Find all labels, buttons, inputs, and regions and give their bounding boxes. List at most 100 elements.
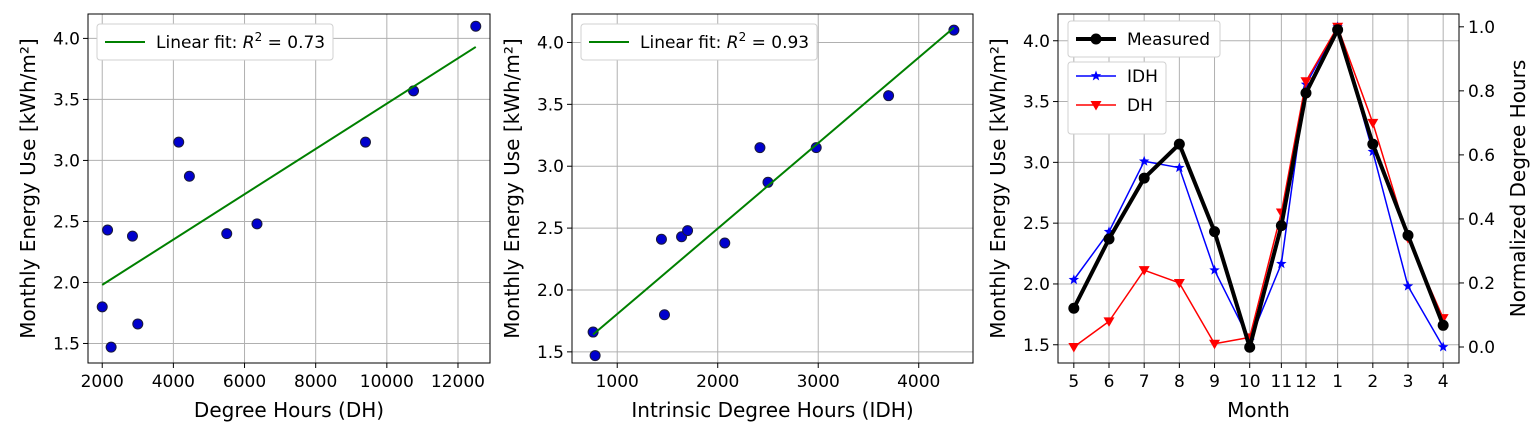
legend-label-idh: IDH <box>1127 67 1158 87</box>
scatter-point <box>810 142 822 154</box>
dh-marker <box>1103 317 1115 327</box>
x-tick-label: 4 <box>1438 372 1449 392</box>
scatter-point <box>682 225 694 237</box>
legend-marker-dh <box>1090 101 1102 111</box>
scatter-point <box>587 326 599 338</box>
x-tick-label: 4000 <box>897 372 940 392</box>
legend-label: Linear fit: R2 = 0.93 <box>640 30 809 53</box>
scatter-point <box>655 233 667 245</box>
x-axis-label: Degree Hours (DH) <box>194 398 384 422</box>
scatter-point <box>183 170 195 182</box>
legend-label-main: Linear fit: <box>156 33 243 53</box>
y-tick-label: 2.0 <box>53 273 80 293</box>
x-tick-label: 11 <box>1271 372 1293 392</box>
x-tick-label: 10 <box>1239 372 1261 392</box>
y2-tick-label: 0.6 <box>1468 146 1495 166</box>
scatter-point <box>719 237 731 249</box>
scatter-point <box>126 230 138 242</box>
y-tick-label: 4.0 <box>537 33 564 53</box>
measured-marker <box>1275 220 1287 232</box>
scatter-point <box>96 301 108 313</box>
scatter-point <box>132 318 144 330</box>
x-tick-label: 7 <box>1139 372 1150 392</box>
plot-frame <box>571 13 974 364</box>
idh-marker <box>1367 146 1379 157</box>
scatter-point <box>105 341 117 353</box>
legend <box>1067 20 1221 58</box>
idh-marker <box>1103 226 1115 237</box>
legend-label-tail: = 0.93 <box>746 33 809 53</box>
measured-marker <box>1173 138 1185 150</box>
idh-marker <box>1437 341 1449 352</box>
scatter-point <box>883 90 895 102</box>
scatter-point <box>251 218 263 230</box>
x-tick-label: 12 <box>1295 372 1317 392</box>
x-tick-label: 6 <box>1104 372 1115 392</box>
x-tick-label: 2000 <box>81 372 124 392</box>
y-tick-label: 1.5 <box>537 343 564 363</box>
x-tick-label: 3000 <box>797 372 840 392</box>
legend-marker-idh <box>1090 70 1102 81</box>
legend-label-main: Linear fit: <box>640 33 727 53</box>
dh-marker <box>1173 278 1185 289</box>
y-axis-label: Monthly Energy Use [kWh/m²] <box>500 38 524 338</box>
x-tick-label: 4000 <box>152 372 195 392</box>
idh-marker <box>1402 280 1414 291</box>
y-tick-label: 3.0 <box>1023 153 1050 173</box>
x-tick-label: 2000 <box>696 372 739 392</box>
x-tick-label: 2 <box>1367 372 1378 392</box>
scatter-point <box>359 136 371 148</box>
dh-marker <box>1068 342 1080 353</box>
idh-marker <box>1138 155 1150 166</box>
idh-marker <box>1068 274 1080 285</box>
y-tick-label: 2.0 <box>537 281 564 301</box>
measured-marker <box>1332 24 1344 36</box>
measured-marker <box>1244 341 1256 353</box>
measured-marker <box>1103 233 1115 245</box>
y-tick-label: 4.0 <box>53 29 80 49</box>
fit-line <box>592 26 955 336</box>
y-tick-label: 2.5 <box>537 219 564 239</box>
dh-marker <box>1138 266 1150 276</box>
series-line-idh <box>1073 26 1444 348</box>
scatter-point <box>173 136 185 148</box>
x-axis-label: Intrinsic Degree Hours (IDH) <box>631 398 913 422</box>
legend-label-sup: 2 <box>739 30 747 44</box>
x-tick-label: 12000 <box>431 372 485 392</box>
y-tick-label: 4.0 <box>1023 32 1050 52</box>
legend <box>1067 61 1167 135</box>
measured-marker <box>1209 226 1221 238</box>
y2-tick-label: 0.4 <box>1468 210 1495 230</box>
x-tick-label: 8000 <box>294 372 337 392</box>
y-tick-label: 3.5 <box>53 90 80 110</box>
y-tick-label: 2.5 <box>53 212 80 232</box>
scatter-point <box>658 309 670 321</box>
dh-marker <box>1300 77 1312 87</box>
y-tick-label: 2.5 <box>1023 214 1050 234</box>
x-tick-label: 6000 <box>223 372 266 392</box>
measured-marker <box>1402 229 1414 241</box>
x-tick-label: 5 <box>1068 372 1079 392</box>
idh-marker <box>1174 162 1185 173</box>
legend <box>96 23 334 61</box>
idh-marker <box>1209 264 1220 275</box>
y-axis-label: Monthly Energy Use [kWh/m²] <box>986 38 1010 338</box>
y2-tick-label: 0.8 <box>1468 82 1495 102</box>
measured-marker <box>1437 319 1449 331</box>
legend-label-dh: DH <box>1127 96 1153 116</box>
scatter-point <box>754 142 766 154</box>
legend-label: Linear fit: R2 = 0.73 <box>156 30 325 53</box>
y2-axis-label: Normalized Degree Hours <box>1506 60 1530 318</box>
measured-marker <box>1138 172 1150 184</box>
dh-marker <box>1367 118 1379 129</box>
idh-marker <box>1276 258 1287 269</box>
plot-frame <box>1057 13 1460 364</box>
measured-marker <box>1367 138 1379 150</box>
plot-frame <box>87 13 491 364</box>
x-tick-label: 1000 <box>596 372 639 392</box>
measured-marker <box>1068 302 1080 314</box>
series-line-measured <box>1072 27 1446 350</box>
x-tick-label: 1 <box>1332 372 1343 392</box>
y-tick-label: 3.5 <box>537 95 564 115</box>
